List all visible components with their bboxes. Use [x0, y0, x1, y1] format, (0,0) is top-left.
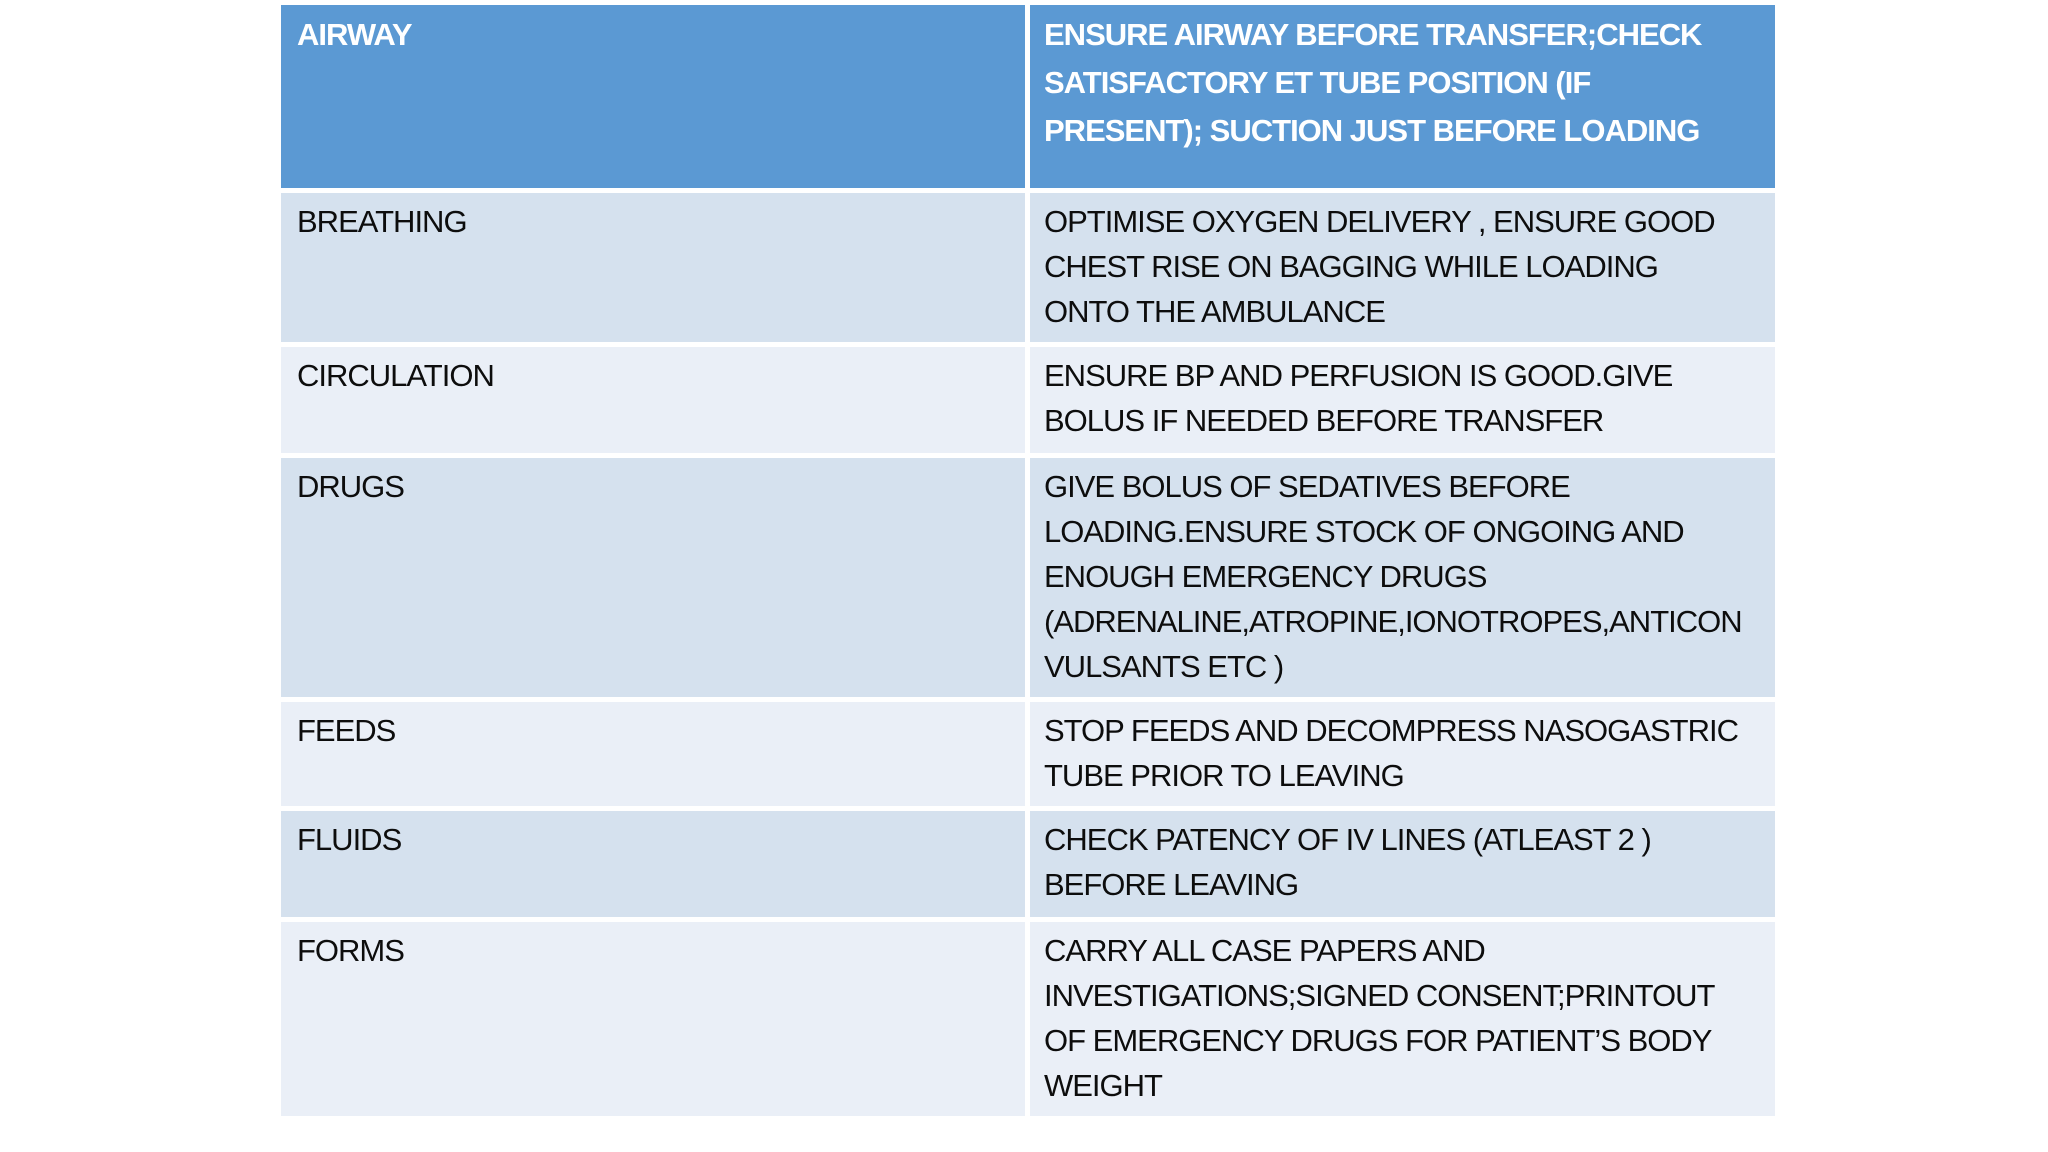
row-label-airway: AIRWAY	[281, 5, 1025, 188]
row-label-breathing: BREATHING	[281, 193, 1025, 342]
table-row-fluids: FLUIDS CHECK PATENCY OF IV LINES (ATLEAS…	[281, 811, 1775, 917]
row-label-feeds: FEEDS	[281, 702, 1025, 806]
row-label-fluids: FLUIDS	[281, 811, 1025, 917]
row-detail-drugs: GIVE BOLUS OF SEDATIVES BEFORE LOADING.E…	[1030, 458, 1775, 697]
row-detail-breathing: OPTIMISE OXYGEN DELIVERY , ENSURE GOOD C…	[1030, 193, 1775, 342]
row-label-drugs: DRUGS	[281, 458, 1025, 697]
row-label-forms: FORMS	[281, 922, 1025, 1116]
table-row-airway: AIRWAY ENSURE AIRWAY BEFORE TRANSFER;CHE…	[281, 5, 1775, 188]
table-row-drugs: DRUGS GIVE BOLUS OF SEDATIVES BEFORE LOA…	[281, 458, 1775, 697]
table-row-circulation: CIRCULATION ENSURE BP AND PERFUSION IS G…	[281, 347, 1775, 453]
row-detail-fluids: CHECK PATENCY OF IV LINES (ATLEAST 2 ) B…	[1030, 811, 1775, 917]
transfer-checklist-table: AIRWAY ENSURE AIRWAY BEFORE TRANSFER;CHE…	[276, 0, 1780, 1121]
table-row-breathing: BREATHING OPTIMISE OXYGEN DELIVERY , ENS…	[281, 193, 1775, 342]
row-label-circulation: CIRCULATION	[281, 347, 1025, 453]
row-detail-airway: ENSURE AIRWAY BEFORE TRANSFER;CHECK SATI…	[1030, 5, 1775, 188]
row-detail-circulation: ENSURE BP AND PERFUSION IS GOOD.GIVE BOL…	[1030, 347, 1775, 453]
row-detail-feeds: STOP FEEDS AND DECOMPRESS NASOGASTRIC TU…	[1030, 702, 1775, 806]
table-row-feeds: FEEDS STOP FEEDS AND DECOMPRESS NASOGAST…	[281, 702, 1775, 806]
row-detail-forms: CARRY ALL CASE PAPERS AND INVESTIGATIONS…	[1030, 922, 1775, 1116]
table-row-forms: FORMS CARRY ALL CASE PAPERS AND INVESTIG…	[281, 922, 1775, 1116]
